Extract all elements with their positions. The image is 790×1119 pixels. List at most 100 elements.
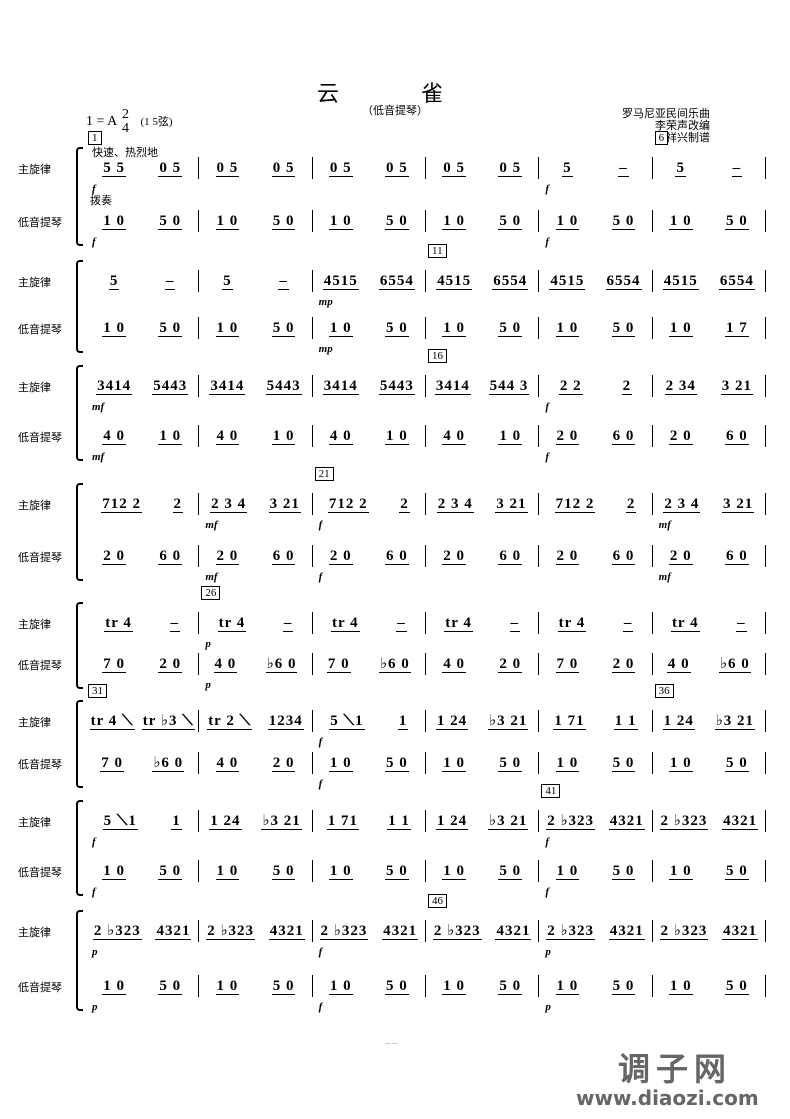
dynamic-marking: p [92, 1001, 98, 1013]
note-group: 5 0 [611, 977, 636, 995]
note-group: 0 5 [158, 159, 183, 177]
note-group: 1 0 [668, 977, 693, 995]
note-group: 3 21 [721, 495, 755, 513]
note-group: 1 0 [668, 754, 693, 772]
measure: 1 0 5 0 [313, 860, 426, 882]
measure: 2 0 6 0 mf [653, 545, 766, 583]
bass-staff: 1 0 5 0 f 1 0 5 0 1 0 5 0 1 0 5 0 1 0 5 0 f 1 0 5 0 [86, 210, 766, 248]
watermark-url: www.diaozi.com [576, 1086, 759, 1110]
note-group: 1 0 [328, 754, 353, 772]
staff-bracket [76, 260, 83, 353]
bass-part-label: 低音提琴 [18, 981, 62, 994]
note-group: – [509, 614, 521, 632]
measure: 2 0 6 0 f [313, 545, 426, 583]
melody-staff: tr 4 – tr 4 – 26 p tr 4 – tr 4 – tr 4 – tr 4 – [86, 586, 766, 650]
note-group: 6 0 [271, 547, 296, 565]
note-group: 4321 [608, 922, 645, 940]
note-group: tr 4 [217, 614, 247, 632]
note-group: 5 0 [385, 319, 409, 337]
note-group: 4515 [322, 272, 359, 290]
measure: 1 71 1 1 [313, 810, 426, 832]
measure: 4 0 1 0 mf [86, 425, 200, 463]
staff-bracket [76, 800, 83, 896]
dynamic-marking: f [545, 886, 549, 898]
note-group: 2 0 [555, 427, 580, 445]
note-group: 3 21 [495, 495, 528, 513]
measure: 1 0 5 0 f [86, 860, 200, 898]
melody-part-label: 主旋律 [18, 618, 51, 631]
dynamic-marking: mf [658, 519, 671, 531]
staff-bracket [76, 365, 83, 461]
measure: 1 0 5 0 f [313, 975, 426, 1013]
note-group: 5 0 [498, 212, 523, 230]
dynamic-marking: p [205, 638, 211, 650]
dynamic-marking: f [92, 886, 96, 898]
measure: 5– [86, 270, 200, 292]
note-group: 7 0 [102, 655, 126, 673]
rehearsal-mark: 21 [314, 467, 334, 481]
note-group: 6554 [718, 272, 755, 290]
note-group: 4321 [722, 922, 759, 940]
dynamic-marking: f [545, 451, 549, 463]
note-group: 1 0 [215, 977, 240, 995]
rehearsal-mark: 41 [541, 784, 561, 798]
note-group: tr 4 [557, 614, 587, 632]
note-group: 4 0 [102, 427, 126, 445]
note-group: 2 0 [555, 547, 580, 565]
rehearsal-mark: 1 [88, 131, 102, 145]
note-group: 1 0 [215, 319, 240, 337]
dynamic-marking: mf [92, 451, 105, 463]
dynamic-marking: f [545, 836, 549, 848]
note-group: 3 21 [720, 377, 753, 395]
melody-staff: 712 2 2 2 3 4 3 21 mf 712 2 2 21 f 2 3 4 3 21 712 2… [86, 467, 766, 531]
note-group: 1 0 [102, 862, 126, 880]
measure: 712 2 2 21 f [313, 467, 426, 531]
measure: 1 0 5 0 [653, 975, 766, 997]
dynamic-marking: mf [205, 519, 218, 531]
bass-part-label: 低音提琴 [18, 323, 62, 336]
note-group: 5 0 [271, 977, 296, 995]
melody-part-label: 主旋律 [18, 381, 51, 394]
note-group: 2 ♭323 [432, 922, 482, 940]
note-group: 1 0 [328, 212, 353, 230]
note-group: 1 0 [442, 212, 466, 230]
note-group: 4321 [722, 812, 759, 830]
dynamic-marking: f [318, 946, 323, 958]
note-group: 5 5 [102, 159, 126, 177]
measure: 1 0 5 0 [539, 317, 653, 339]
note-group: tr 4 ⟍ [89, 712, 135, 730]
note-group: 7 0 [326, 655, 351, 673]
rehearsal-mark: 6 [654, 131, 669, 145]
note-group: 3 21 [268, 495, 301, 513]
measure: 4 0 1 0 [313, 425, 426, 447]
measure: tr 4 – [539, 612, 653, 634]
measure: 1 0 1 7 [653, 317, 766, 339]
note-group: 2 0 [668, 547, 693, 565]
measure: 2 ♭323 4321 f [313, 920, 426, 958]
measure: 1 24 ♭3 21 [199, 810, 313, 832]
staff-bracket [76, 602, 83, 689]
rehearsal-mark: 16 [427, 349, 447, 363]
note-group: ♭6 0 [378, 655, 411, 673]
measure: 5– [199, 270, 313, 292]
note-group: 2 34 [664, 377, 697, 395]
measure: 4 0 1 0 [199, 425, 313, 447]
measure: 1 0 5 0 [653, 210, 766, 232]
dynamic-marking: f [318, 571, 323, 583]
measure: 2 ♭323 4321 [653, 810, 766, 832]
dynamic-marking: f [318, 778, 323, 790]
note-group: 1 0 [328, 319, 353, 337]
note-group: 1 0 [555, 754, 580, 772]
note-group: 6 0 [725, 427, 749, 445]
note-group: 5 0 [385, 862, 409, 880]
note-group: tr 4 [670, 614, 700, 632]
measure: 2 3 4 3 21 mf [653, 493, 766, 531]
measure: 2 0 6 0 [653, 425, 766, 447]
note-group: 2 0 [271, 754, 296, 772]
note-group: 2 ♭323 [546, 812, 596, 830]
note-group: 2 0 [611, 655, 636, 673]
measure: 5 – f [539, 157, 653, 195]
note-group: 7 0 [555, 655, 580, 673]
